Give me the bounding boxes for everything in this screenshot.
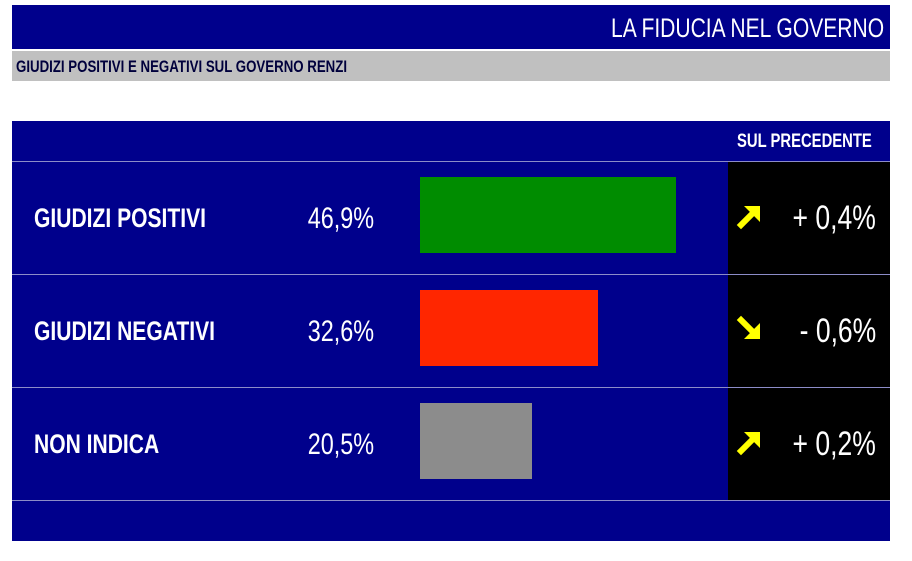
chart-row: GIUDIZI NEGATIVI 32,6% - 0,6%	[12, 275, 890, 388]
row-divider	[12, 161, 890, 162]
value-label: 20,5%	[307, 428, 374, 461]
row-divider	[12, 274, 890, 275]
page-title: LA FIDUCIA NEL GOVERNO	[610, 13, 884, 43]
chart-row: GIUDIZI POSITIVI 46,9% + 0,4%	[12, 162, 890, 275]
arrow-down-right-icon	[736, 315, 760, 339]
bar	[420, 403, 532, 479]
value-label: 32,6%	[307, 315, 374, 348]
chart-panel: SUL PRECEDENTE GIUDIZI POSITIVI 46,9% + …	[12, 121, 890, 541]
bar	[420, 177, 676, 253]
row-divider	[12, 387, 890, 388]
header-bar: LA FIDUCIA NEL GOVERNO	[12, 5, 890, 49]
bar	[420, 290, 598, 366]
category-label: GIUDIZI NEGATIVI	[34, 316, 215, 346]
change-label: + 0,2%	[792, 425, 876, 463]
category-label: NON INDICA	[34, 429, 160, 459]
change-column-header: SUL PRECEDENTE	[737, 131, 872, 152]
change-label: - 0,6%	[799, 312, 876, 350]
arrow-up-right-icon	[736, 206, 760, 230]
subtitle-bar: GIUDIZI POSITIVI E NEGATIVI SUL GOVERNO …	[12, 51, 890, 81]
chart-subtitle: GIUDIZI POSITIVI E NEGATIVI SUL GOVERNO …	[16, 57, 348, 76]
row-divider	[12, 500, 890, 501]
arrow-up-right-icon	[736, 432, 760, 456]
change-label: + 0,4%	[792, 199, 876, 237]
value-label: 46,9%	[307, 202, 374, 235]
chart-row: NON INDICA 20,5% + 0,2%	[12, 388, 890, 501]
category-label: GIUDIZI POSITIVI	[34, 203, 207, 233]
